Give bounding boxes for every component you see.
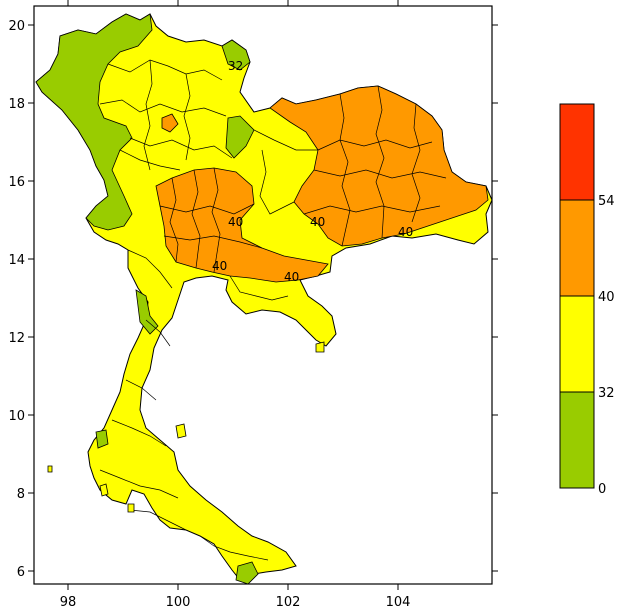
green-region-north-west [35, 13, 153, 231]
province-boundaries [99, 59, 447, 561]
y-tick-label: 12 [8, 331, 25, 346]
legend-swatch [559, 103, 595, 201]
legend-swatch [559, 199, 595, 297]
y-tick-label: 16 [8, 175, 25, 190]
y-axis: 20 18 16 14 12 10 8 6 [8, 19, 498, 580]
contour-label-32: 32 [228, 59, 243, 73]
x-tick-label: 100 [166, 595, 191, 610]
x-axis: 98 100 102 104 [60, 0, 411, 610]
green-region-west-coast [95, 429, 109, 449]
orange-region-north-small [161, 113, 179, 133]
x-tick-label: 102 [276, 595, 301, 610]
x-tick-label: 104 [386, 595, 411, 610]
contour-label-40-c: 40 [398, 225, 413, 239]
legend: 0 32 40 54 [559, 103, 615, 497]
y-tick-label: 8 [17, 487, 25, 502]
y-tick-label: 18 [8, 97, 25, 112]
y-tick-label: 20 [8, 19, 25, 34]
contour-label-40-d: 40 [212, 259, 227, 273]
legend-label: 0 [598, 482, 606, 497]
contour-label-40-a: 40 [228, 215, 243, 229]
contour-label-40-b: 40 [310, 215, 325, 229]
legend-label: 54 [598, 194, 615, 209]
orange-region-northeast [269, 85, 489, 247]
y-tick-label: 10 [8, 409, 25, 424]
y-tick-label: 14 [8, 253, 25, 268]
green-region-north-east [221, 39, 251, 71]
green-region-south-tip [235, 561, 259, 585]
green-region-tenasserim [135, 289, 159, 335]
legend-label: 32 [598, 386, 615, 401]
y-tick-label: 6 [17, 565, 25, 580]
green-region-central-east [225, 115, 255, 159]
legend-swatch [559, 391, 595, 489]
legend-label: 40 [598, 290, 615, 305]
legend-swatch [559, 295, 595, 393]
x-tick-label: 98 [60, 595, 77, 610]
contour-label-40-e: 40 [284, 270, 299, 284]
islands [47, 341, 325, 513]
